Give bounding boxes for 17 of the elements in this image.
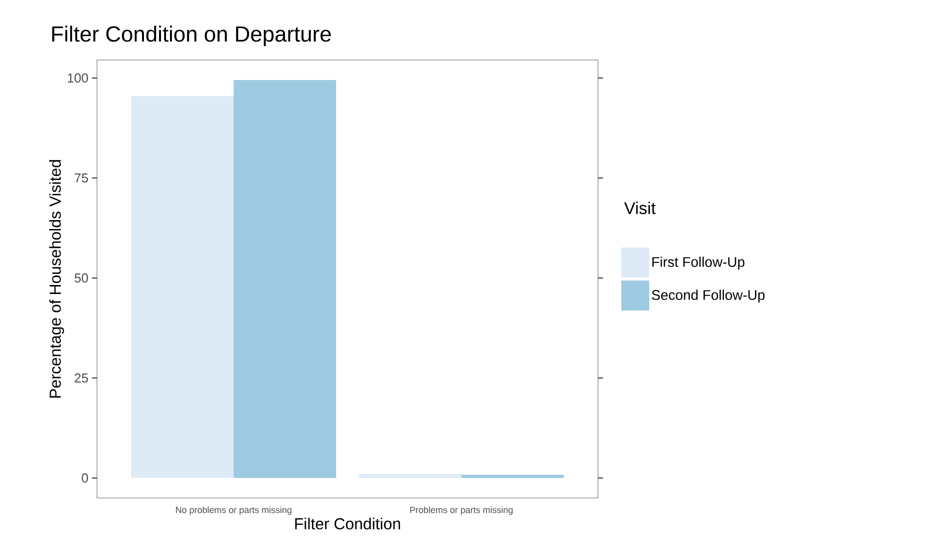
y-tick-label: 75 [74,173,88,182]
bar [131,96,234,478]
y-tick-label: 25 [74,373,88,383]
legend-title: Visit [624,202,656,214]
y-axis-title: Percentage of Households Visited [49,160,64,398]
x-tick-label: Problems or parts missing [410,506,513,515]
bar [358,474,462,478]
bar [461,474,564,478]
x-tick-label: No problems or parts missing [176,506,292,515]
chart-title: Filter Condition on Departure [52,26,331,46]
bar [234,80,336,478]
x-axis-title: Filter Condition [295,518,400,530]
legend-label: Second Follow-Up [652,290,765,303]
y-tick-label: 0 [82,473,88,483]
y-tick-label: 100 [68,73,88,83]
y-tick-label: 50 [74,273,88,283]
legend-label: First Follow-Up [652,256,744,270]
